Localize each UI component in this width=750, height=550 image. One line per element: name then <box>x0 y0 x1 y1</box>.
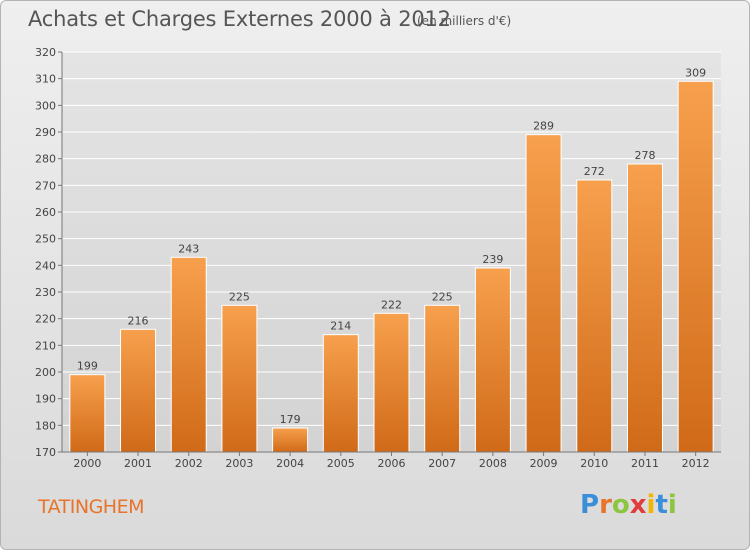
logo-letter: r <box>599 490 612 520</box>
x-tick-label: 2006 <box>378 457 406 470</box>
bar-2005 <box>322 334 359 453</box>
x-tick-label: 2003 <box>225 457 253 470</box>
bar-2009 <box>525 134 562 453</box>
x-tick-label: 2002 <box>175 457 203 470</box>
x-tick-label: 2001 <box>124 457 152 470</box>
y-tick-label: 210 <box>35 339 56 352</box>
chart-title: Achats et Charges Externes 2000 à 2012 <box>28 7 451 31</box>
x-tick-label: 2010 <box>580 457 608 470</box>
x-tick-label: 2004 <box>276 457 304 470</box>
x-tick-label: 2011 <box>631 457 659 470</box>
bar-value-label: 214 <box>330 320 351 333</box>
logo-letter: i <box>646 490 656 520</box>
bar-value-label: 278 <box>634 149 655 162</box>
logo-letter: t <box>655 490 668 520</box>
y-tick-label: 310 <box>35 73 56 86</box>
commune-name: TATINGHEM <box>38 496 144 518</box>
bar-value-label: 243 <box>178 242 199 255</box>
bar-value-label: 272 <box>584 165 605 178</box>
y-tick-label: 220 <box>35 313 56 326</box>
bar-value-label: 289 <box>533 120 554 133</box>
bar-2012 <box>677 80 714 453</box>
y-tick-label: 260 <box>35 206 56 219</box>
y-tick-label: 190 <box>35 393 56 406</box>
x-tick-label: 2009 <box>530 457 558 470</box>
y-tick-label: 300 <box>35 99 56 112</box>
logo-letter: P <box>580 490 600 520</box>
bar-value-label: 309 <box>685 66 706 79</box>
y-tick-label: 180 <box>35 419 56 432</box>
bar-value-label: 239 <box>482 253 503 266</box>
bar-2006 <box>373 312 410 453</box>
bar-2007 <box>424 304 461 453</box>
bar-2010 <box>576 179 613 453</box>
bar-2008 <box>474 267 511 453</box>
logo-letter: x <box>629 490 647 520</box>
bar-value-label: 222 <box>381 298 402 311</box>
bar-value-label: 225 <box>229 290 250 303</box>
x-tick-label: 2005 <box>327 457 355 470</box>
x-tick-label: 2007 <box>428 457 456 470</box>
bar-2003 <box>221 304 258 453</box>
bar-2004 <box>272 427 309 453</box>
y-tick-label: 230 <box>35 286 56 299</box>
y-tick-label: 270 <box>35 179 56 192</box>
y-tick-label: 240 <box>35 259 56 272</box>
bar-value-label: 216 <box>128 314 149 327</box>
bar-2001 <box>120 328 157 453</box>
y-tick-label: 290 <box>35 126 56 139</box>
y-tick-label: 250 <box>35 233 56 246</box>
proxiti-logo: Proxiti <box>580 490 677 520</box>
y-tick-label: 280 <box>35 153 56 166</box>
y-tick-label: 320 <box>35 46 56 59</box>
bar-2011 <box>626 163 663 453</box>
bar-value-label: 179 <box>280 413 301 426</box>
bar-2000 <box>69 374 106 453</box>
x-tick-label: 2000 <box>73 457 101 470</box>
bar-value-label: 225 <box>432 290 453 303</box>
logo-letter: i <box>667 490 677 520</box>
x-tick-label: 2012 <box>682 457 710 470</box>
y-tick-label: 170 <box>35 446 56 459</box>
y-tick-label: 200 <box>35 366 56 379</box>
bar-value-label: 199 <box>77 360 98 373</box>
logo-letter: o <box>611 490 630 520</box>
x-tick-label: 2008 <box>479 457 507 470</box>
chart-subtitle: (en milliers d'€) <box>417 14 512 28</box>
bar-2002 <box>170 256 207 453</box>
